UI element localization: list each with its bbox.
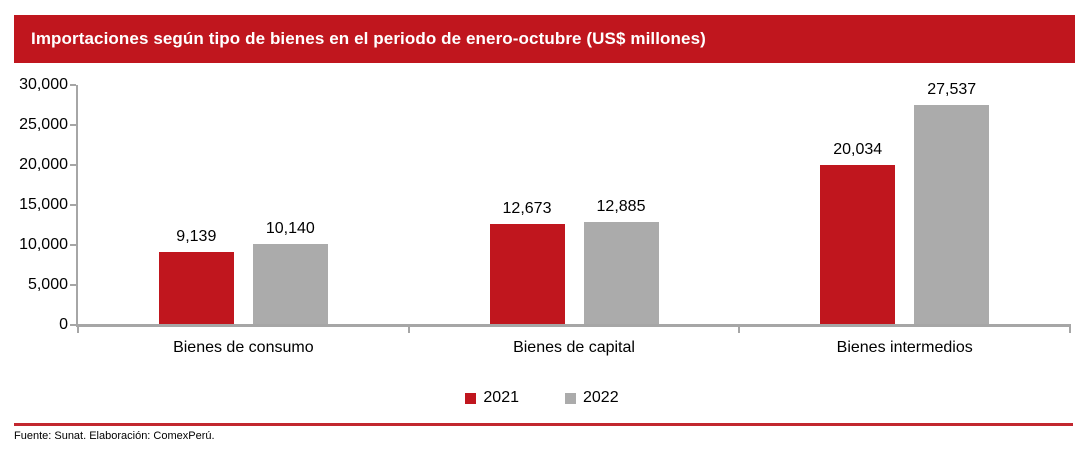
- x-tick-mark: [738, 327, 741, 333]
- bar-wrap: 27,537: [914, 80, 990, 325]
- bar-wrap: 12,885: [583, 197, 659, 325]
- plot-area: 9,139 10,140 12,673 12,885 20,034 27,537: [78, 81, 1070, 325]
- chart-title-bar: Importaciones según tipo de bienes en el…: [14, 15, 1075, 63]
- y-tick-label: 15,000: [19, 196, 68, 213]
- legend-item-2021: 2021: [465, 389, 519, 407]
- legend-swatch: [465, 392, 477, 404]
- bar-group: 12,673 12,885: [409, 85, 740, 325]
- bar-2022: [252, 243, 328, 325]
- chart-title: Importaciones según tipo de bienes en el…: [31, 29, 706, 48]
- y-tick-label: 25,000: [19, 116, 68, 133]
- y-tick-mark: [70, 244, 76, 246]
- bar-wrap: 12,673: [489, 199, 565, 325]
- y-tick-label: 10,000: [19, 236, 68, 253]
- bar-value-label: 27,537: [927, 80, 977, 98]
- y-tick-mark: [70, 204, 76, 206]
- x-tick-mark: [77, 327, 79, 333]
- x-tick-mark: [407, 327, 410, 333]
- y-axis: 0 5,000 10,000 15,000 20,000 25,000 30,000: [0, 76, 68, 333]
- category-labels: Bienes de consumo Bienes de capital Bienes…: [78, 339, 1070, 357]
- bar-value-label: 10,140: [265, 219, 315, 237]
- bar-wrap: 20,034: [820, 140, 896, 325]
- bar-value-label: 20,034: [833, 140, 883, 158]
- bar-group: 20,034 27,537: [739, 81, 1070, 325]
- bar-2022: [583, 221, 659, 325]
- bar-2021: [158, 251, 234, 325]
- bar-group: 9,139 10,140: [78, 85, 409, 325]
- footer-divider: [14, 423, 1073, 426]
- source-note: Fuente: Sunat. Elaboración: ComexPerú.: [14, 430, 215, 442]
- bar-value-label: 12,885: [596, 197, 646, 215]
- y-tick-label: 0: [59, 316, 68, 333]
- x-tick-mark: [1069, 327, 1071, 333]
- legend: 2021 2022: [0, 389, 1084, 407]
- y-tick-mark: [70, 124, 76, 126]
- bar-2021: [489, 223, 565, 325]
- category-label: Bienes de consumo: [173, 339, 314, 356]
- x-axis-line: [76, 324, 1071, 327]
- legend-item-2022: 2022: [565, 389, 619, 407]
- bar-value-label: 12,673: [502, 199, 552, 217]
- bar-wrap: 9,139: [158, 227, 234, 325]
- category-label: Bienes de capital: [513, 339, 635, 356]
- y-axis-line: [76, 85, 78, 327]
- y-tick-label: 30,000: [19, 76, 68, 93]
- y-tick-mark: [70, 84, 76, 86]
- y-tick-mark: [70, 164, 76, 166]
- bar-value-label: 9,139: [176, 227, 217, 245]
- bar-2022: [914, 104, 990, 325]
- legend-swatch: [565, 392, 576, 404]
- legend-label: 2021: [483, 389, 519, 406]
- y-tick-mark: [70, 324, 76, 326]
- y-tick-mark: [70, 284, 76, 286]
- category-label: Bienes intermedios: [836, 339, 973, 356]
- y-tick-label: 5,000: [27, 276, 68, 293]
- y-tick-label: 20,000: [19, 156, 68, 173]
- legend-label: 2022: [583, 389, 619, 406]
- bar-2021: [820, 164, 896, 325]
- bar-wrap: 10,140: [252, 219, 328, 325]
